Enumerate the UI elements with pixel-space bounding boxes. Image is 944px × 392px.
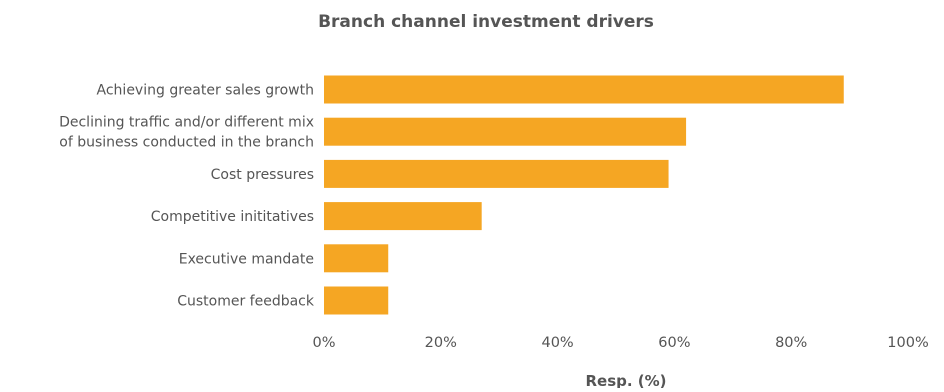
bar: [324, 202, 482, 231]
category-label-line: Customer feedback: [177, 294, 315, 310]
category-label: Cost pressures: [211, 167, 314, 183]
bar: [324, 75, 844, 104]
category-label: Executive mandate: [179, 251, 314, 267]
x-axis-label: Resp. (%): [585, 372, 666, 388]
category-label: Competitive inititatives: [151, 209, 314, 225]
category-label-line: Achieving greater sales growth: [97, 83, 314, 99]
category-label-line: Cost pressures: [211, 167, 314, 183]
category-label: Declining traffic and/or different mix of…: [59, 115, 314, 151]
x-axis-tick-labels: 0% 20% 40% 60% 80% 100%: [312, 335, 928, 351]
x-tick-label: 20%: [425, 335, 457, 351]
chart-title: Branch channel investment drivers: [318, 12, 654, 32]
category-label-line: of business conducted in the branch: [59, 135, 314, 151]
x-tick-label: 60%: [658, 335, 690, 351]
category-label-line: Executive mandate: [179, 251, 314, 267]
bar: [324, 117, 687, 146]
x-tick-label: 80%: [775, 335, 807, 351]
bar: [324, 159, 669, 188]
category-label: Achieving greater sales growth: [97, 83, 314, 99]
x-tick-label: 0%: [312, 335, 335, 351]
bar: [324, 244, 389, 273]
bars-group: [324, 75, 844, 315]
bar: [324, 286, 389, 315]
category-label: Customer feedback: [177, 294, 315, 310]
category-labels: Achieving greater sales growth Declining …: [59, 83, 315, 310]
category-label-line: Competitive inititatives: [151, 209, 314, 225]
x-tick-label: 40%: [541, 335, 573, 351]
category-label-line: Declining traffic and/or different mix: [59, 115, 314, 131]
x-tick-label: 100%: [887, 335, 928, 351]
